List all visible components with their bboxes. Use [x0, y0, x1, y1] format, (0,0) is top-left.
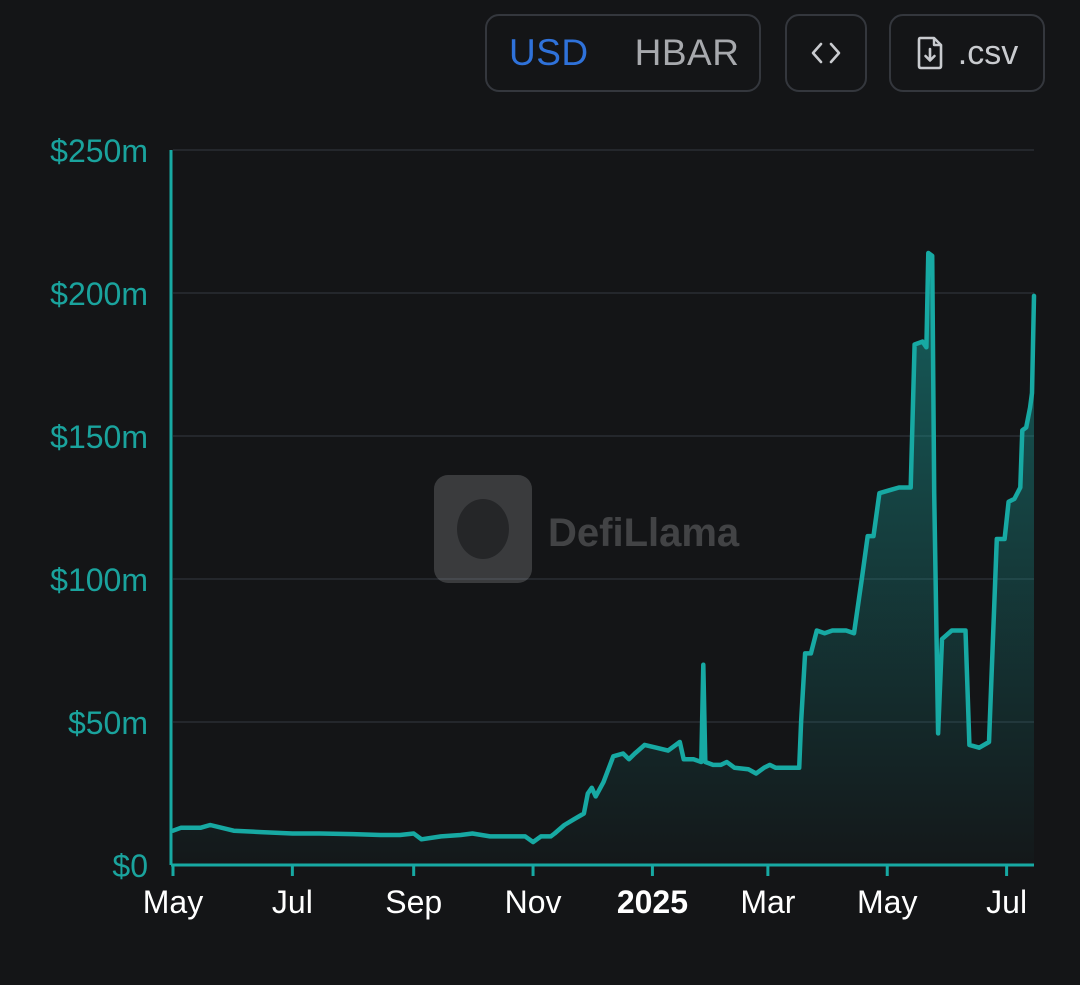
watermark: DefiLlama	[434, 475, 740, 583]
y-tick-label: $150m	[50, 419, 148, 455]
chart-toolbar: USD HBAR .csv	[0, 14, 1080, 94]
download-csv-button[interactable]: .csv	[889, 14, 1045, 92]
x-tick-label: May	[143, 884, 203, 920]
y-axis-ticks: $0 $50m $100m $150m $200m $250m	[50, 133, 148, 884]
y-tick-label: $50m	[68, 705, 148, 741]
file-download-icon	[917, 36, 943, 70]
y-tick-label: $0	[112, 848, 148, 884]
code-brackets-icon	[811, 42, 841, 64]
y-tick-label: $200m	[50, 276, 148, 312]
y-tick-label: $250m	[50, 133, 148, 169]
x-tick-label: Jul	[986, 884, 1027, 920]
x-tick-label: Sep	[385, 884, 442, 920]
unit-option-usd[interactable]: USD	[509, 32, 589, 73]
x-tick-label: Mar	[740, 884, 795, 920]
unit-option-hbar[interactable]: HBAR	[634, 32, 740, 73]
x-tick-label: 2025	[617, 884, 688, 920]
watermark-text: DefiLlama	[548, 511, 740, 555]
x-axis-ticks: May Jul Sep Nov 2025 Mar May Jul	[143, 865, 1027, 920]
currency-toggle[interactable]: USD HBAR	[485, 14, 761, 92]
tvl-series-line	[170, 250, 1037, 845]
chart-axes	[169, 150, 1034, 867]
x-tick-label: May	[857, 884, 917, 920]
tvl-area-fill	[173, 253, 1034, 865]
x-tick-label: Jul	[272, 884, 313, 920]
csv-label: .csv	[957, 33, 1019, 72]
y-tick-label: $100m	[50, 562, 148, 598]
llama-logo	[434, 475, 532, 583]
x-tick-label: Nov	[505, 884, 562, 920]
embed-button[interactable]	[785, 14, 867, 92]
